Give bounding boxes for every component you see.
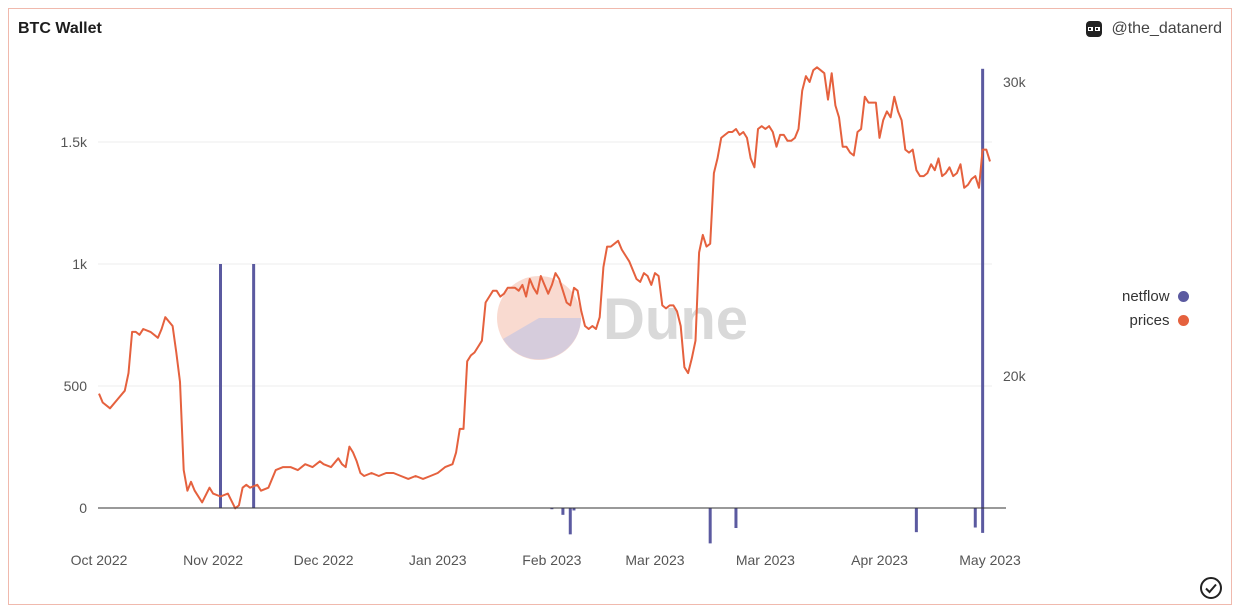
watermark-text: Dune	[603, 287, 748, 352]
x-tick-label: Mar 2023	[625, 552, 684, 568]
netflow-bar[interactable]	[973, 508, 977, 528]
legend-label-prices: prices	[1129, 311, 1170, 329]
x-tick-label: Apr 2023	[851, 552, 908, 568]
netflow-bar[interactable]	[252, 264, 256, 508]
legend: netflow prices	[1122, 284, 1189, 332]
netflow-bar[interactable]	[561, 508, 565, 515]
prices-line	[98, 66, 991, 510]
x-tick-label: Jan 2023	[409, 552, 467, 568]
y-left-tick-label: 0	[79, 500, 87, 516]
y-right-tick-label: 20k	[1003, 368, 1027, 384]
axes: 0 500 1k 1.5k 20k 30k Oct 2022 Nov 2022 Dec 2022…	[61, 74, 1027, 568]
watermark: Dune	[497, 276, 748, 360]
netflow-bar[interactable]	[708, 508, 712, 544]
x-tick-label: Feb 2023	[522, 552, 581, 568]
netflow-bar[interactable]	[981, 68, 985, 509]
netflow-bar[interactable]	[568, 508, 572, 535]
netflow-bar[interactable]	[550, 508, 554, 510]
legend-dot-netflow	[1177, 290, 1189, 302]
x-tick-label: Oct 2022	[71, 552, 128, 568]
author-link[interactable]: @the_datanerd	[1085, 20, 1222, 38]
netflow-bar[interactable]	[219, 264, 222, 508]
x-tick-label: Nov 2022	[183, 552, 243, 568]
netflow-bar[interactable]	[572, 508, 576, 511]
x-tick-label: Dec 2022	[294, 552, 354, 568]
y-right-tick-label: 30k	[1003, 74, 1027, 90]
legend-item-netflow[interactable]: netflow	[1122, 284, 1189, 308]
y-left-tick-label: 500	[64, 378, 88, 394]
watermark-logo-bottom	[503, 318, 581, 360]
y-left-tick-label: 1.5k	[61, 134, 88, 150]
legend-item-prices[interactable]: prices	[1122, 308, 1189, 332]
netflow-bars	[219, 68, 985, 544]
netflow-bar[interactable]	[914, 508, 918, 533]
legend-label-netflow: netflow	[1122, 287, 1170, 305]
x-tick-label: May 2023	[959, 552, 1021, 568]
y-left-tick-label: 1k	[72, 256, 88, 272]
chart-card	[8, 8, 1232, 605]
avatar-icon	[1086, 21, 1103, 37]
netflow-bar[interactable]	[734, 508, 738, 529]
author-name: @the_datanerd	[1111, 20, 1222, 37]
prices-series-line[interactable]	[98, 66, 991, 510]
verified-check-icon[interactable]	[1199, 576, 1223, 600]
legend-dot-prices	[1177, 314, 1189, 326]
netflow-bar[interactable]	[981, 508, 985, 533]
chart-title: BTC Wallet	[18, 20, 102, 37]
x-tick-label: Mar 2023	[736, 552, 795, 568]
